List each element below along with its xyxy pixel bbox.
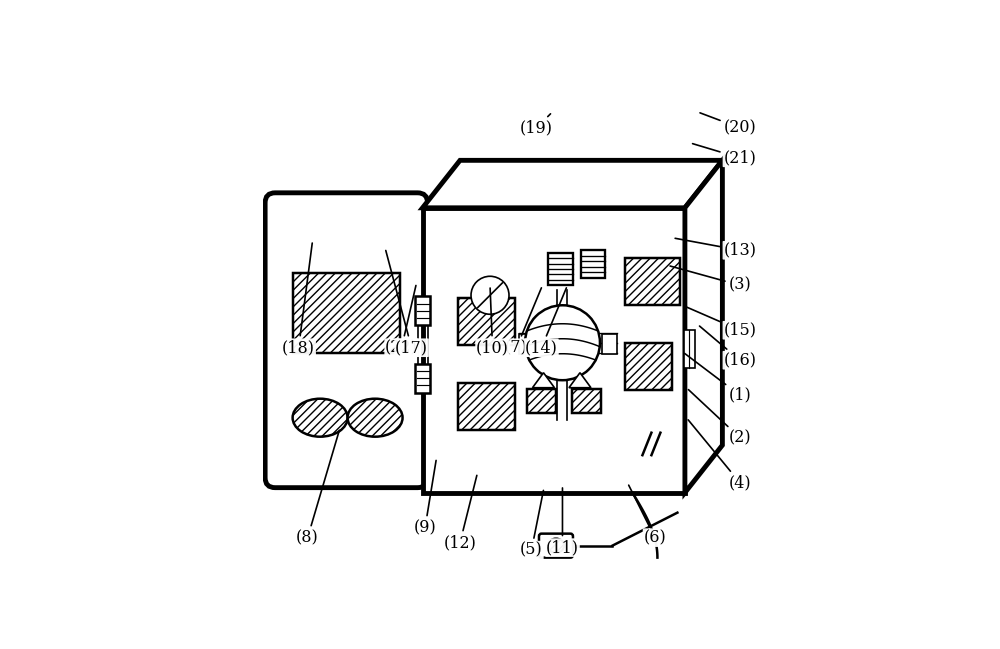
Bar xyxy=(625,343,672,390)
Text: (11): (11) xyxy=(546,488,579,556)
Bar xyxy=(519,334,534,354)
Ellipse shape xyxy=(348,398,403,437)
Text: (10): (10) xyxy=(476,288,509,356)
Bar xyxy=(581,251,605,278)
Bar xyxy=(458,298,515,345)
Bar xyxy=(572,389,601,413)
Text: (17): (17) xyxy=(386,251,428,356)
Text: (18): (18) xyxy=(282,243,315,356)
Bar xyxy=(458,298,515,345)
Text: (22): (22) xyxy=(385,286,418,356)
Text: (2): (2) xyxy=(688,389,751,446)
Circle shape xyxy=(471,276,509,314)
Polygon shape xyxy=(685,160,722,493)
Text: (8): (8) xyxy=(296,430,339,546)
Text: (21): (21) xyxy=(693,143,756,166)
Text: (19): (19) xyxy=(520,114,553,136)
Text: (1): (1) xyxy=(685,354,751,404)
Bar xyxy=(572,389,601,413)
Text: (7): (7) xyxy=(505,288,541,356)
Bar xyxy=(293,273,400,353)
Ellipse shape xyxy=(293,398,348,437)
Text: (3): (3) xyxy=(670,266,751,294)
Text: (15): (15) xyxy=(685,306,756,339)
Text: (5): (5) xyxy=(520,491,543,559)
Bar xyxy=(293,273,400,353)
Bar xyxy=(625,258,680,305)
Bar xyxy=(548,253,573,286)
Bar xyxy=(458,383,515,430)
Text: (16): (16) xyxy=(700,326,756,369)
FancyBboxPatch shape xyxy=(539,533,573,557)
Circle shape xyxy=(525,305,600,380)
Bar xyxy=(602,334,617,354)
Bar xyxy=(415,363,430,393)
Text: (13): (13) xyxy=(675,238,756,259)
Bar xyxy=(423,208,685,493)
Text: (14): (14) xyxy=(525,288,566,356)
Bar xyxy=(625,343,672,390)
Text: (4): (4) xyxy=(688,420,751,491)
Text: (6): (6) xyxy=(629,485,666,546)
Bar xyxy=(458,383,515,430)
Polygon shape xyxy=(532,373,554,387)
Bar xyxy=(625,258,680,305)
Bar xyxy=(527,389,556,413)
Text: (9): (9) xyxy=(414,460,436,536)
Bar xyxy=(684,330,695,368)
Polygon shape xyxy=(569,373,591,387)
Ellipse shape xyxy=(548,539,564,553)
Text: (12): (12) xyxy=(444,475,477,551)
FancyBboxPatch shape xyxy=(265,193,428,487)
Bar xyxy=(527,389,556,413)
Text: (20): (20) xyxy=(700,113,756,136)
Bar xyxy=(415,296,430,325)
Polygon shape xyxy=(423,160,722,208)
